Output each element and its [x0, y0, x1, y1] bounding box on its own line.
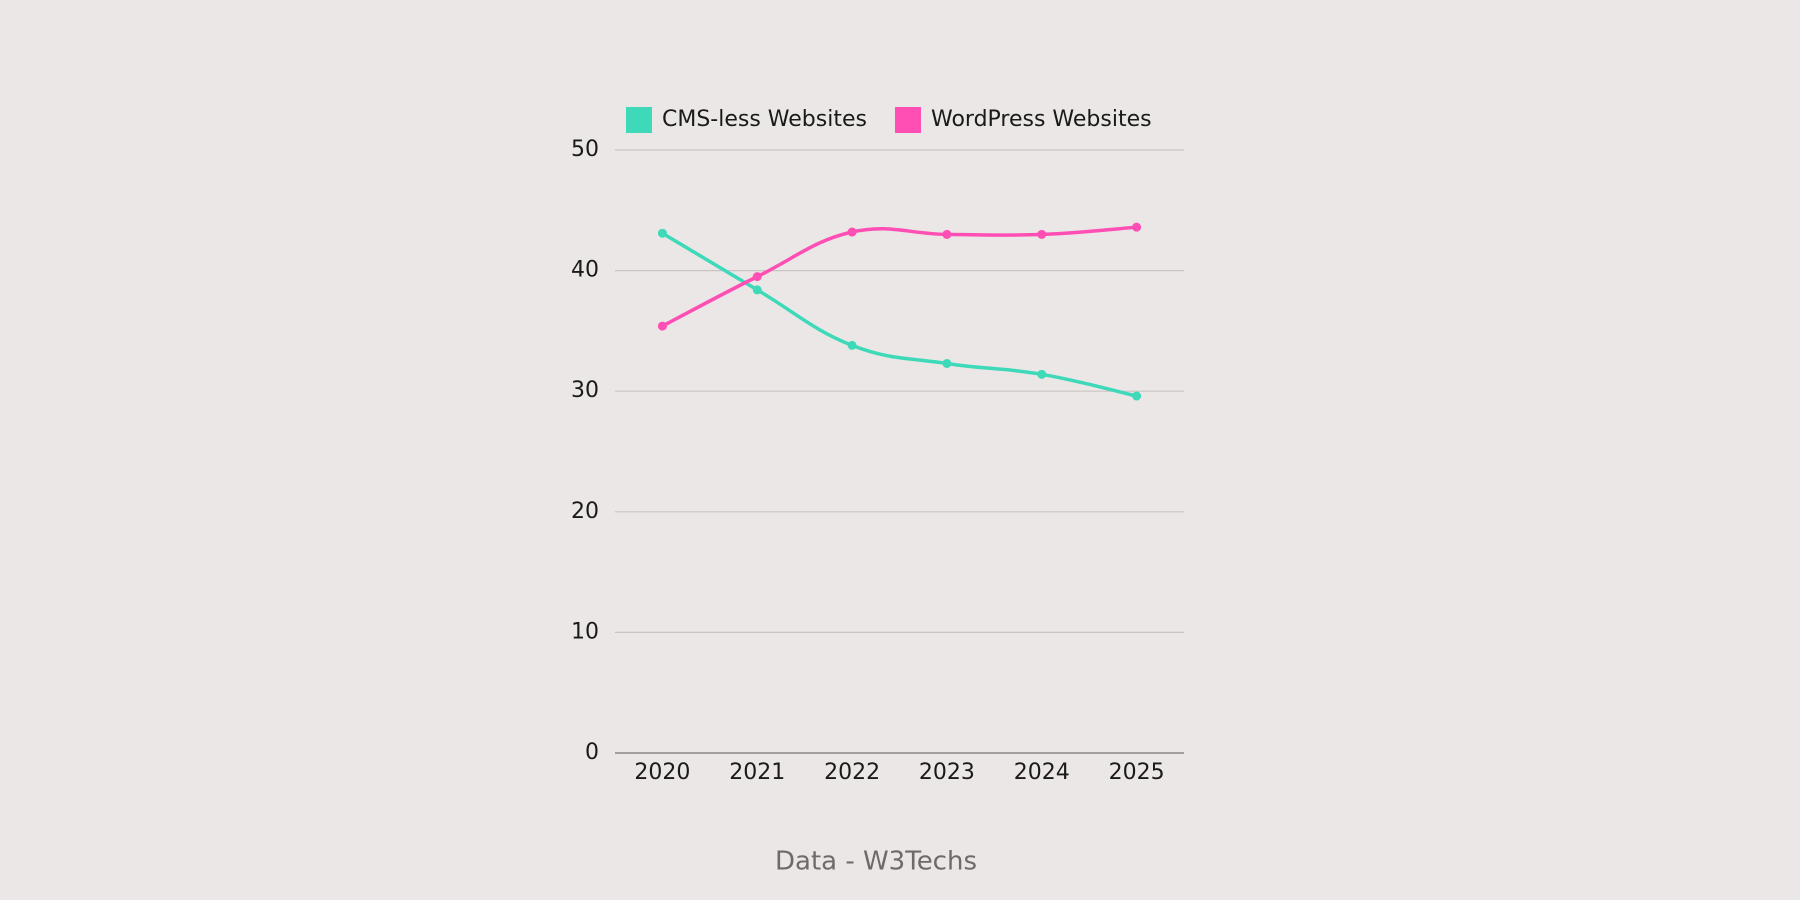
- y-tick-label: 30: [571, 378, 599, 403]
- data-point: [1037, 369, 1047, 379]
- legend-label: WordPress Websites: [931, 107, 1152, 132]
- data-point: [657, 228, 667, 238]
- series-line: [661, 231, 1137, 398]
- x-tick-label: 2023: [919, 760, 975, 785]
- series-line: [661, 225, 1137, 328]
- y-tick-label: 20: [571, 499, 599, 524]
- y-tick-label: 0: [585, 740, 599, 765]
- data-point: [847, 340, 857, 350]
- legend-swatch: [626, 107, 652, 133]
- data-point: [942, 229, 952, 239]
- data-point: [1132, 222, 1142, 232]
- data-point: [942, 358, 952, 368]
- x-tick-label: 2021: [729, 760, 785, 785]
- data-point: [657, 321, 667, 331]
- y-tick-label: 50: [571, 137, 599, 162]
- caption: Data - W3Techs: [775, 847, 977, 877]
- data-point: [847, 227, 857, 237]
- data-point: [752, 285, 762, 295]
- x-tick-label: 2020: [634, 760, 690, 785]
- x-tick-label: 2022: [824, 760, 880, 785]
- y-tick-label: 40: [571, 258, 599, 283]
- legend-label: CMS-less Websites: [662, 107, 867, 132]
- legend-swatch: [894, 107, 921, 133]
- data-point: [1132, 391, 1142, 401]
- data-point: [752, 272, 762, 282]
- y-tick-label: 10: [571, 619, 599, 644]
- x-tick-label: 2025: [1109, 760, 1165, 785]
- x-tick-label: 2024: [1014, 760, 1070, 785]
- data-point: [1037, 229, 1047, 239]
